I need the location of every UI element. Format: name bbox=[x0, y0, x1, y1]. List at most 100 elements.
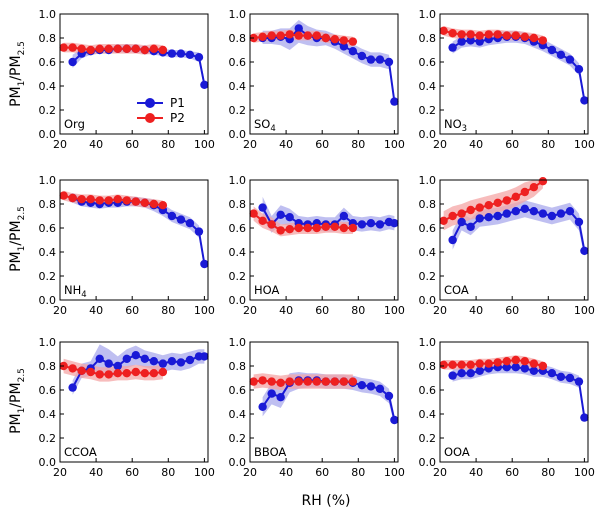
point-p1-ccoa bbox=[200, 352, 209, 361]
point-p1-no bbox=[565, 55, 575, 64]
point-p2-bboa bbox=[321, 377, 331, 386]
point-p2-no bbox=[466, 30, 475, 39]
point-p1-hoa bbox=[366, 219, 376, 228]
point-p1-hoa bbox=[276, 210, 285, 219]
point-p1-coa bbox=[580, 246, 589, 255]
point-p2-so bbox=[294, 31, 303, 40]
line-p1-no bbox=[452, 35, 586, 101]
y-tick-label-hoa: 0.0 bbox=[229, 294, 247, 307]
x-tick-label-hoa: 100 bbox=[384, 304, 405, 317]
x-tick-label-ooa: 100 bbox=[574, 466, 595, 479]
point-p1-bboa bbox=[384, 391, 394, 401]
y-tick-label-org: 0.8 bbox=[39, 32, 57, 45]
panel-label-nh: NH4 bbox=[64, 283, 87, 300]
y-tick-label-ooa: 0.2 bbox=[419, 432, 437, 445]
panel-label-bboa: BBOA bbox=[254, 445, 286, 459]
point-p2-org bbox=[95, 44, 104, 53]
point-p1-ccoa bbox=[122, 354, 131, 363]
x-tick-label-nh: 40 bbox=[89, 304, 103, 317]
y-tick-label-coa: 0.8 bbox=[419, 198, 437, 211]
axes-frame-coa bbox=[439, 179, 589, 301]
point-p1-no bbox=[580, 96, 589, 105]
point-p1-so bbox=[390, 97, 399, 106]
y-tick-label-no: 1.0 bbox=[419, 8, 437, 21]
point-p1-ccoa bbox=[149, 357, 159, 366]
x-tick-label-ccoa: 20 bbox=[53, 466, 67, 479]
point-p1-nh bbox=[167, 211, 177, 221]
panel-no: 20 40 60 80 100 0.0 0.2 0.4 0.6 0.8 1.0 NO3 bbox=[419, 8, 595, 151]
point-p2-bboa bbox=[348, 377, 358, 386]
point-p2-nh bbox=[158, 201, 168, 210]
point-p2-org bbox=[86, 45, 95, 55]
point-p1-ooa bbox=[511, 363, 521, 372]
point-p1-nh bbox=[185, 219, 195, 228]
point-p1-ooa bbox=[580, 413, 589, 422]
y-tick-label-no: 0.6 bbox=[419, 56, 437, 69]
y-tick-label-org: 1.0 bbox=[39, 8, 57, 21]
axes-frame-nh bbox=[59, 179, 209, 301]
point-p2-bboa bbox=[249, 377, 258, 386]
point-p2-bboa bbox=[294, 377, 303, 386]
point-p2-hoa bbox=[249, 209, 258, 218]
point-p2-coa bbox=[511, 192, 521, 201]
point-p1-org bbox=[68, 57, 77, 67]
y-tick-label-nh: 0.2 bbox=[39, 270, 57, 283]
line-p1-hoa bbox=[261, 207, 395, 227]
point-p1-bboa bbox=[267, 389, 276, 398]
point-p1-ccoa bbox=[158, 359, 168, 368]
x-tick-label-coa: 20 bbox=[433, 304, 447, 317]
legend-marker-p2 bbox=[145, 113, 155, 123]
y-tick-label-ccoa: 0.8 bbox=[39, 360, 57, 373]
legend-label-p2: P2 bbox=[170, 111, 185, 125]
point-p1-no bbox=[574, 65, 584, 74]
point-p2-ooa bbox=[538, 361, 548, 371]
legend-label-p1: P1 bbox=[170, 96, 185, 110]
point-p2-hoa bbox=[312, 223, 321, 233]
panel-bboa: 20 40 60 80 100 0.0 0.2 0.4 0.6 0.8 1.0 BBOA bbox=[229, 336, 405, 479]
y-tick-label-nh: 0.4 bbox=[39, 246, 57, 259]
y-tick-label-no: 0.2 bbox=[419, 104, 437, 117]
point-p1-coa bbox=[574, 217, 584, 227]
point-p1-ccoa bbox=[68, 383, 77, 392]
point-p2-ooa bbox=[493, 358, 502, 367]
point-p2-hoa bbox=[321, 222, 331, 231]
point-p2-ooa bbox=[520, 357, 530, 366]
point-p1-coa bbox=[448, 235, 457, 245]
y-tick-label-ccoa: 0.2 bbox=[39, 432, 57, 445]
panel-org: 20 40 60 80 100 0.0 0.2 0.4 0.6 0.8 1.0 Org bbox=[39, 8, 215, 151]
point-p2-org bbox=[113, 44, 122, 53]
point-p1-coa bbox=[538, 209, 548, 218]
point-p2-ooa bbox=[466, 360, 475, 369]
point-p2-ccoa bbox=[140, 369, 150, 378]
y-tick-label-bboa: 0.2 bbox=[229, 432, 247, 445]
x-tick-label-nh: 80 bbox=[161, 304, 175, 317]
point-p2-no bbox=[484, 30, 493, 39]
point-p1-ccoa bbox=[140, 354, 150, 363]
point-p1-ooa bbox=[457, 369, 466, 378]
y-tick-label-ooa: 1.0 bbox=[419, 336, 437, 349]
point-p2-ccoa bbox=[95, 370, 104, 379]
axes-frame-no bbox=[439, 13, 589, 135]
panel-label-ccoa: CCOA bbox=[64, 445, 97, 459]
point-p1-ccoa bbox=[176, 358, 186, 367]
point-p2-so bbox=[339, 36, 349, 45]
y-tick-label-bboa: 0.8 bbox=[229, 360, 247, 373]
point-p2-nh bbox=[140, 198, 150, 207]
point-p1-coa bbox=[466, 222, 475, 231]
point-p1-no bbox=[466, 36, 475, 45]
y-tick-label-bboa: 0.4 bbox=[229, 408, 247, 421]
point-p2-ooa bbox=[439, 360, 448, 369]
x-tick-label-ccoa: 100 bbox=[194, 466, 215, 479]
point-p2-ooa bbox=[511, 355, 521, 365]
point-p2-ooa bbox=[448, 360, 457, 369]
point-p2-coa bbox=[502, 196, 511, 205]
point-p2-coa bbox=[439, 216, 448, 225]
y-tick-label-coa: 1.0 bbox=[419, 174, 437, 187]
point-p2-ooa bbox=[475, 359, 484, 368]
panel-label-org: Org bbox=[64, 117, 85, 131]
x-tick-label-ccoa: 80 bbox=[161, 466, 175, 479]
line-p1-coa bbox=[451, 207, 586, 251]
point-p2-no bbox=[502, 31, 511, 40]
point-p1-ccoa bbox=[131, 351, 141, 360]
point-p2-hoa bbox=[303, 223, 312, 233]
